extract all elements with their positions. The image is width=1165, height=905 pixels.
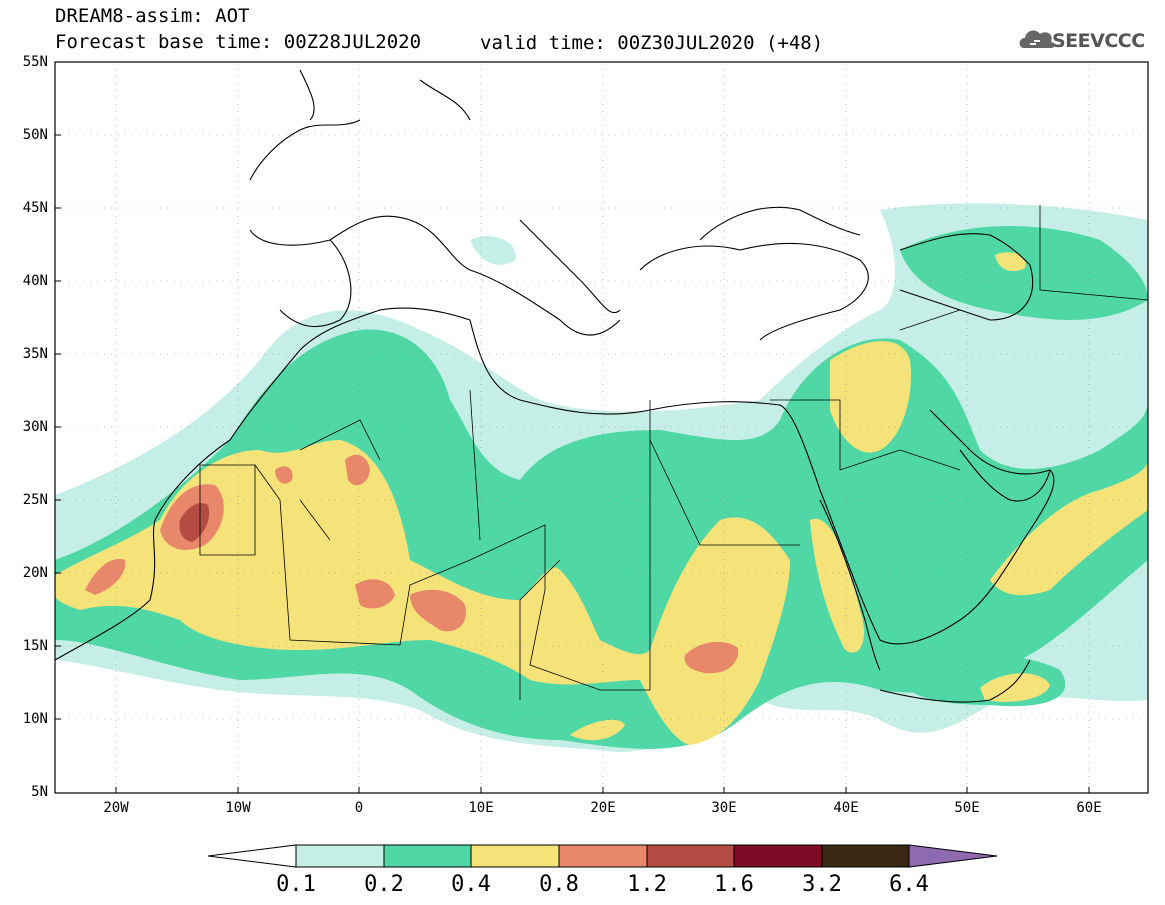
valid-time: valid time: 00Z30JUL2020 (+48) — [480, 32, 824, 54]
colorbar-label-1-6: 1.6 — [714, 872, 754, 897]
map-title: DREAM8-assim: AOT — [55, 5, 250, 27]
colorbar-label-0-2: 0.2 — [364, 872, 404, 897]
lon-label-60e: 60E — [1076, 800, 1102, 816]
colorbar-label-3-2: 3.2 — [802, 872, 842, 897]
coastlines — [55, 69, 1055, 703]
lon-label-30e: 30E — [711, 800, 737, 816]
colorbar-label-1-2: 1.2 — [627, 872, 667, 897]
lat-label-50n: 50N — [22, 127, 48, 143]
lon-label-50e: 50E — [954, 800, 980, 816]
lon-label-10e: 10E — [468, 800, 494, 816]
lat-label-15n: 15N — [22, 638, 48, 654]
lat-label-35n: 35N — [22, 346, 48, 362]
logo-text: SEEVCCC — [1052, 30, 1145, 52]
colorbar-label-0-1: 0.1 — [276, 872, 316, 897]
colorbar-label-0-8: 0.8 — [539, 872, 579, 897]
lat-label-40n: 40N — [22, 273, 48, 289]
lat-label-5n: 5N — [31, 784, 48, 800]
lat-label-45n: 45N — [22, 200, 48, 216]
seevccc-logo-icon — [1019, 30, 1055, 48]
lat-label-30n: 30N — [22, 419, 48, 435]
lat-label-20n: 20N — [22, 565, 48, 581]
graticule — [55, 62, 1148, 793]
lon-label-40e: 40E — [833, 800, 859, 816]
lon-label-0: 0 — [354, 800, 364, 816]
aot-level-1-2 — [179, 503, 210, 542]
forecast-base-time: Forecast base time: 00Z28JUL2020 — [55, 31, 422, 53]
lon-label-20e: 20E — [590, 800, 616, 816]
lon-label-20w: 20W — [103, 800, 129, 816]
aot-level-0-8 — [85, 454, 739, 674]
country-borders — [199, 205, 1148, 700]
colorbar-label-0-4: 0.4 — [451, 872, 491, 897]
lon-label-10w: 10W — [225, 800, 251, 816]
lat-label-55n: 55N — [22, 54, 48, 70]
colorbar-label-6-4: 6.4 — [889, 872, 929, 897]
lat-label-10n: 10N — [22, 711, 48, 727]
lat-label-25n: 25N — [22, 492, 48, 508]
